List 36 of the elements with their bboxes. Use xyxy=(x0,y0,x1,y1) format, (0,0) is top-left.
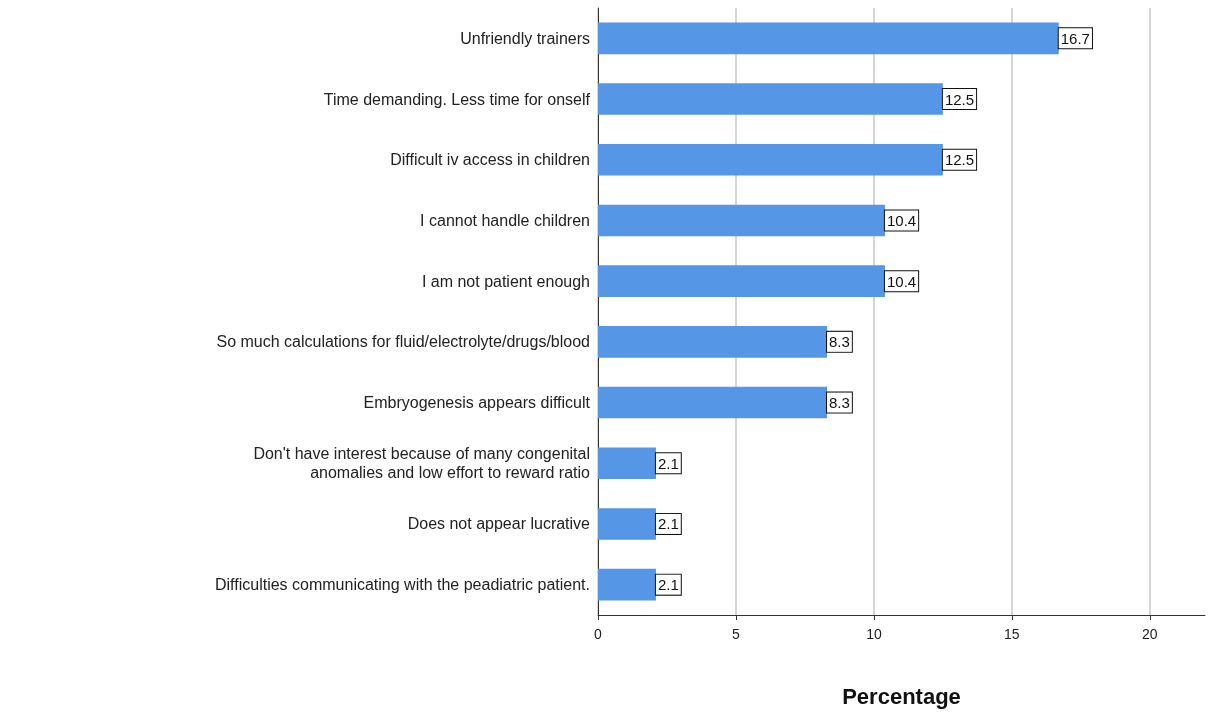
data-label: 8.3 xyxy=(829,394,850,412)
y-tick-label: So much calculations for fluid/electrolyte/drugs/blood xyxy=(216,333,590,351)
data-label: 10.4 xyxy=(886,272,917,290)
bar xyxy=(598,143,943,176)
bar xyxy=(598,265,885,297)
bar xyxy=(598,22,1059,55)
y-tick-label: Embryogenesis appears difficult xyxy=(363,394,591,412)
x-axis-title: Percentage xyxy=(842,683,961,709)
bar xyxy=(598,386,827,419)
y-tick-label: Don't have interest because of many congenital anomalies and low effort to reward ratio xyxy=(253,445,591,482)
bar xyxy=(598,83,943,115)
bar xyxy=(598,447,656,480)
data-label: 8.3 xyxy=(829,333,850,351)
data-label: 2.1 xyxy=(657,454,679,472)
data-label: 12.5 xyxy=(944,151,975,169)
data-label: 2.1 xyxy=(657,576,679,594)
bar xyxy=(598,508,656,540)
bar xyxy=(598,326,827,358)
y-tick-label: I cannot handle children xyxy=(420,211,590,229)
y-tick-label: I am not patient enough xyxy=(421,272,590,290)
y-tick-label: Time demanding. Less time for onself xyxy=(323,90,591,108)
y-tick-label: Difficult iv access in children xyxy=(390,151,590,169)
bar xyxy=(598,568,656,601)
y-tick-label: Unfriendly trainers xyxy=(460,29,590,47)
x-tick-label: 15 xyxy=(1004,626,1020,642)
x-tick-label: 0 xyxy=(594,626,603,642)
data-label: 2.1 xyxy=(657,515,679,533)
y-tick-label: Difficulties communicating with the peadiatric patient. xyxy=(215,576,590,594)
data-label: 12.5 xyxy=(944,90,975,108)
x-tick-label: 10 xyxy=(866,626,882,642)
x-tick-label: 5 xyxy=(732,626,741,642)
data-label: 16.7 xyxy=(1060,29,1090,47)
bar xyxy=(598,204,885,237)
data-label: 10.4 xyxy=(886,211,917,229)
y-tick-label: Does not appear lucrative xyxy=(407,515,591,533)
x-tick-label: 20 xyxy=(1142,626,1158,642)
